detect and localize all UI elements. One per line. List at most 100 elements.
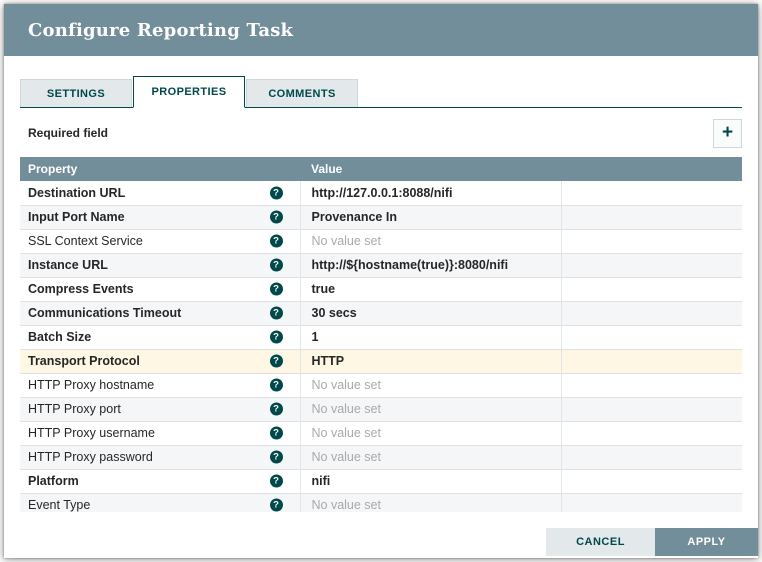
property-value-cell[interactable]: 1: [299, 325, 562, 350]
help-icon[interactable]: ?: [269, 354, 283, 368]
property-name-cell: Platform?: [20, 469, 300, 494]
property-name: Compress Events: [28, 282, 134, 296]
property-name-cell: Event Type?: [20, 493, 300, 512]
property-name: Destination URL: [28, 185, 126, 200]
row-filler-cell: [561, 397, 742, 422]
row-filler-cell: [561, 325, 742, 350]
property-value-cell[interactable]: true: [299, 277, 562, 302]
property-value-cell[interactable]: No value set: [299, 445, 562, 470]
property-name: Batch Size: [28, 330, 92, 344]
help-icon[interactable]: ?: [269, 474, 283, 488]
property-value-cell[interactable]: nifi: [299, 469, 562, 494]
property-name-cell: Instance URL?: [20, 253, 300, 278]
property-value-cell[interactable]: http://${hostname(true)}:8080/nifi: [299, 253, 562, 278]
row-filler-cell: [561, 277, 742, 302]
column-header-filler: [561, 157, 742, 181]
property-value-cell[interactable]: HTTP: [299, 349, 562, 374]
help-icon[interactable]: ?: [269, 210, 283, 224]
row-filler-cell: [561, 421, 742, 446]
table-row: Communications Timeout? 30 secs: [20, 301, 742, 326]
row-filler-cell: [561, 301, 742, 326]
table-row: Event Type? No value set: [20, 493, 742, 512]
property-value-cell[interactable]: No value set: [299, 397, 562, 422]
table-row: Batch Size? 1: [20, 325, 742, 350]
help-icon[interactable]: ?: [269, 378, 283, 392]
tab-bar: SETTINGS PROPERTIES COMMENTS: [20, 76, 742, 108]
tab-properties-label: PROPERTIES: [151, 86, 227, 98]
row-filler-cell: [561, 181, 742, 206]
dialog-footer: CANCEL APPLY: [546, 528, 758, 556]
row-filler-cell: [561, 349, 742, 374]
row-filler-cell: [561, 445, 742, 470]
property-name: HTTP Proxy hostname: [28, 378, 155, 392]
help-icon[interactable]: ?: [269, 330, 283, 344]
row-filler-cell: [561, 205, 742, 230]
cancel-button[interactable]: CANCEL: [546, 528, 655, 556]
plus-icon: +: [721, 121, 734, 143]
property-name-cell: Communications Timeout?: [20, 301, 300, 326]
tab-comments-label: COMMENTS: [268, 87, 336, 100]
properties-table: Property Value Destination URL? http://12…: [20, 157, 742, 512]
add-property-button[interactable]: +: [713, 118, 742, 148]
help-icon[interactable]: ?: [269, 402, 283, 416]
property-value-cell[interactable]: No value set: [299, 421, 562, 446]
help-icon[interactable]: ?: [269, 450, 283, 464]
property-name: HTTP Proxy username: [28, 426, 155, 440]
properties-table-container: Property Value Destination URL? http://12…: [20, 157, 742, 512]
property-name: Instance URL: [28, 258, 108, 272]
property-name-cell: HTTP Proxy port?: [20, 397, 300, 422]
property-value-cell[interactable]: http://127.0.0.1:8088/nifi: [299, 181, 562, 206]
help-icon[interactable]: ?: [269, 186, 283, 200]
tab-settings[interactable]: SETTINGS: [20, 79, 132, 107]
property-name-cell: Batch Size?: [20, 325, 300, 350]
property-value-cell[interactable]: 30 secs: [299, 301, 562, 326]
table-row: HTTP Proxy port? No value set: [20, 397, 742, 422]
dialog-title: Configure Reporting Task: [28, 19, 294, 41]
property-name-cell: SSL Context Service?: [20, 229, 300, 254]
property-value-cell[interactable]: No value set: [299, 373, 562, 398]
table-row: HTTP Proxy username? No value set: [20, 421, 742, 446]
property-name-cell: HTTP Proxy password?: [20, 445, 300, 470]
property-name: HTTP Proxy port: [28, 402, 121, 416]
property-name-cell: Compress Events?: [20, 277, 300, 302]
help-icon[interactable]: ?: [269, 282, 283, 296]
table-row: SSL Context Service? No value set: [20, 229, 742, 254]
property-value-cell[interactable]: Provenance In: [299, 205, 562, 230]
property-value-cell[interactable]: No value set: [299, 493, 562, 512]
column-header-property: Property: [20, 157, 300, 181]
table-row: Instance URL? http://${hostname(true)}:80…: [20, 253, 742, 278]
dialog-content: SETTINGS PROPERTIES COMMENTS Required fi…: [4, 76, 758, 512]
property-name: Transport Protocol: [28, 354, 140, 368]
table-row: HTTP Proxy password? No value set: [20, 445, 742, 470]
row-filler-cell: [561, 469, 742, 494]
help-icon[interactable]: ?: [269, 306, 283, 320]
apply-button[interactable]: APPLY: [655, 528, 758, 556]
tab-settings-label: SETTINGS: [46, 87, 106, 100]
row-filler-cell: [561, 229, 742, 254]
help-icon[interactable]: ?: [269, 498, 283, 512]
configure-reporting-task-dialog: Configure Reporting Task SETTINGS PROPER…: [4, 4, 758, 558]
table-row: Transport Protocol? HTTP: [20, 349, 742, 374]
table-row: Destination URL? http://127.0.0.1:8088/ni…: [20, 181, 742, 206]
help-icon[interactable]: ?: [269, 234, 283, 248]
help-icon[interactable]: ?: [269, 426, 283, 440]
tab-properties[interactable]: PROPERTIES: [133, 76, 245, 108]
property-name-cell: Input Port Name?: [20, 205, 300, 230]
property-value-cell[interactable]: No value set: [299, 229, 562, 254]
properties-table-header: Property Value: [20, 157, 742, 181]
help-icon[interactable]: ?: [269, 258, 283, 272]
dialog-header: Configure Reporting Task: [4, 4, 758, 56]
table-row: HTTP Proxy hostname? No value set: [20, 373, 742, 398]
property-name: SSL Context Service: [28, 234, 143, 248]
tab-comments[interactable]: COMMENTS: [246, 79, 358, 107]
property-name-cell: HTTP Proxy hostname?: [20, 373, 300, 398]
properties-table-body: Destination URL? http://127.0.0.1:8088/ni…: [20, 181, 742, 512]
table-row: Platform? nifi: [20, 469, 742, 494]
property-name: Platform: [28, 474, 79, 488]
row-filler-cell: [561, 493, 742, 512]
property-name: Event Type: [28, 498, 91, 512]
required-field-label: Required field: [28, 126, 109, 140]
property-name: Communications Timeout: [28, 306, 182, 320]
row-filler-cell: [561, 253, 742, 278]
row-filler-cell: [561, 373, 742, 398]
